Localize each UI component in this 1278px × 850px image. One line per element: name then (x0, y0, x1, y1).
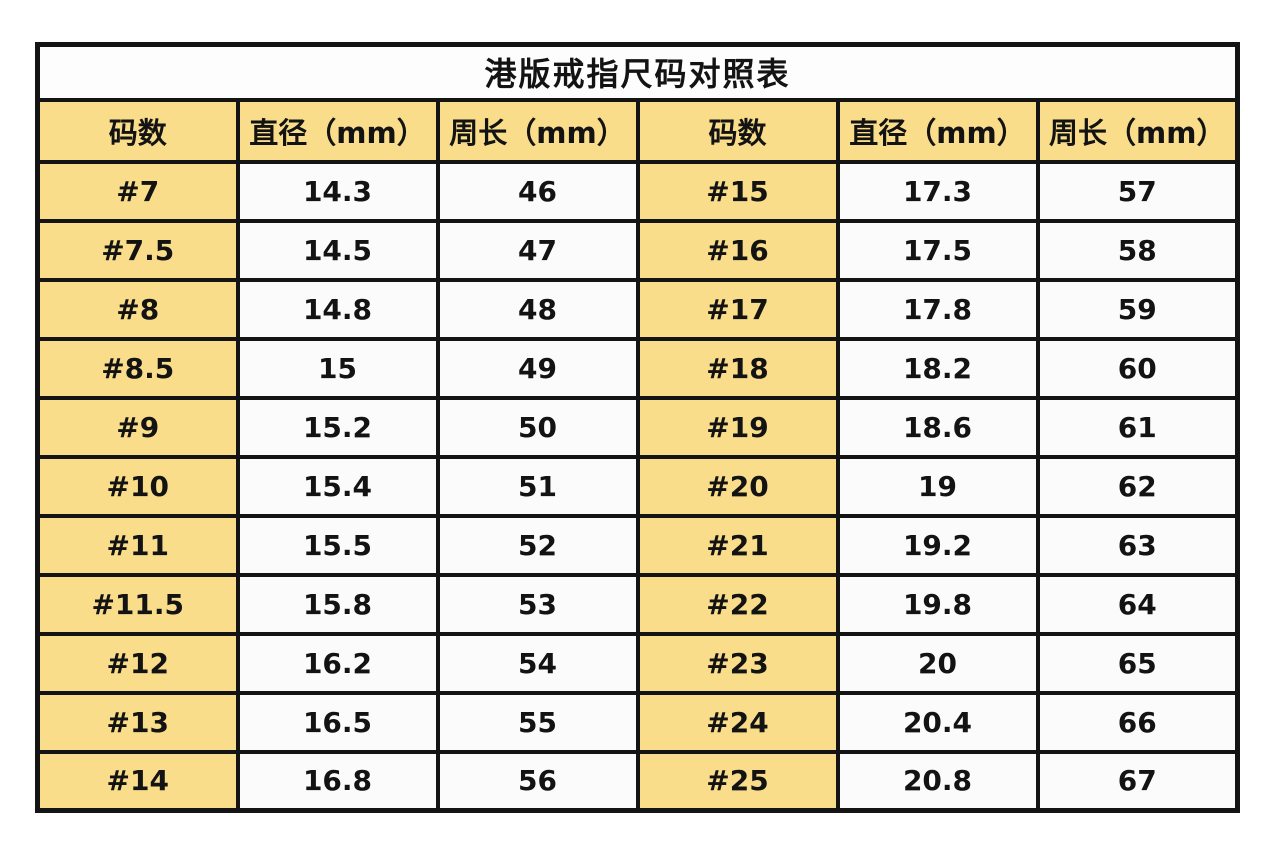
table-row: #8.5 15 49 #18 18.2 60 (35, 336, 1240, 400)
size-cell: #10 (35, 454, 240, 518)
value-cell: 16.2 (235, 631, 440, 695)
table-row: #14 16.8 56 #25 20.8 67 (35, 749, 1240, 813)
value-cell: 19.8 (835, 572, 1040, 636)
table-row: #12 16.2 54 #23 20 65 (35, 631, 1240, 695)
value-cell: 50 (435, 395, 640, 459)
column-header-circumference-left: 周长（mm） (435, 97, 640, 164)
value-cell: 17.3 (835, 159, 1040, 223)
column-header-diameter-right: 直径（mm） (835, 97, 1040, 164)
value-cell: 15.8 (235, 572, 440, 636)
table-row: #13 16.5 55 #24 20.4 66 (35, 690, 1240, 754)
value-cell: 49 (435, 336, 640, 400)
size-cell: #8.5 (35, 336, 240, 400)
size-cell: #7.5 (35, 218, 240, 282)
value-cell: 14.8 (235, 277, 440, 341)
value-cell: 16.8 (235, 749, 440, 813)
size-cell: #19 (635, 395, 840, 459)
column-header-size-left: 码数 (35, 97, 240, 164)
size-cell: #7 (35, 159, 240, 223)
size-cell: #24 (635, 690, 840, 754)
size-cell: #9 (35, 395, 240, 459)
table-row: #10 15.4 51 #20 19 62 (35, 454, 1240, 518)
value-cell: 15.5 (235, 513, 440, 577)
value-cell: 17.8 (835, 277, 1040, 341)
size-cell: #12 (35, 631, 240, 695)
table-header-row: 码数 直径（mm） 周长（mm） 码数 直径（mm） 周长（mm） (35, 97, 1240, 164)
value-cell: 18.6 (835, 395, 1040, 459)
value-cell: 60 (1035, 336, 1240, 400)
table-row: #11 15.5 52 #21 19.2 63 (35, 513, 1240, 577)
column-header-circumference-right: 周长（mm） (1035, 97, 1240, 164)
value-cell: 56 (435, 749, 640, 813)
ring-size-table: 港版戒指尺码对照表 码数 直径（mm） 周长（mm） 码数 直径（mm） 周长（… (35, 42, 1240, 813)
value-cell: 14.5 (235, 218, 440, 282)
size-cell: #18 (635, 336, 840, 400)
size-cell: #14 (35, 749, 240, 813)
value-cell: 19 (835, 454, 1040, 518)
size-cell: #25 (635, 749, 840, 813)
value-cell: 15.4 (235, 454, 440, 518)
value-cell: 65 (1035, 631, 1240, 695)
value-cell: 15.2 (235, 395, 440, 459)
table-row: #9 15.2 50 #19 18.6 61 (35, 395, 1240, 459)
size-cell: #11 (35, 513, 240, 577)
value-cell: 59 (1035, 277, 1240, 341)
size-cell: #21 (635, 513, 840, 577)
value-cell: 58 (1035, 218, 1240, 282)
size-cell: #23 (635, 631, 840, 695)
value-cell: 20.4 (835, 690, 1040, 754)
table-title-row: 港版戒指尺码对照表 (35, 42, 1240, 102)
size-cell: #16 (635, 218, 840, 282)
size-cell: #17 (635, 277, 840, 341)
value-cell: 57 (1035, 159, 1240, 223)
table-head: 港版戒指尺码对照表 码数 直径（mm） 周长（mm） 码数 直径（mm） 周长（… (35, 42, 1240, 164)
size-cell: #22 (635, 572, 840, 636)
value-cell: 55 (435, 690, 640, 754)
table-body: #7 14.3 46 #15 17.3 57 #7.5 14.5 47 #16 17.5 58 #8 14… (35, 159, 1240, 813)
value-cell: 20.8 (835, 749, 1040, 813)
table-title: 港版戒指尺码对照表 (35, 42, 1240, 102)
table-row: #7.5 14.5 47 #16 17.5 58 (35, 218, 1240, 282)
column-header-size-right: 码数 (635, 97, 840, 164)
size-cell: #20 (635, 454, 840, 518)
value-cell: 20 (835, 631, 1040, 695)
value-cell: 54 (435, 631, 640, 695)
value-cell: 53 (435, 572, 640, 636)
size-cell: #8 (35, 277, 240, 341)
value-cell: 61 (1035, 395, 1240, 459)
value-cell: 19.2 (835, 513, 1040, 577)
value-cell: 51 (435, 454, 640, 518)
value-cell: 15 (235, 336, 440, 400)
value-cell: 47 (435, 218, 640, 282)
value-cell: 64 (1035, 572, 1240, 636)
size-cell: #11.5 (35, 572, 240, 636)
value-cell: 62 (1035, 454, 1240, 518)
value-cell: 63 (1035, 513, 1240, 577)
value-cell: 17.5 (835, 218, 1040, 282)
value-cell: 52 (435, 513, 640, 577)
value-cell: 48 (435, 277, 640, 341)
value-cell: 14.3 (235, 159, 440, 223)
table-row: #7 14.3 46 #15 17.3 57 (35, 159, 1240, 223)
value-cell: 46 (435, 159, 640, 223)
column-header-diameter-left: 直径（mm） (235, 97, 440, 164)
value-cell: 18.2 (835, 336, 1040, 400)
value-cell: 16.5 (235, 690, 440, 754)
size-cell: #15 (635, 159, 840, 223)
size-cell: #13 (35, 690, 240, 754)
value-cell: 67 (1035, 749, 1240, 813)
value-cell: 66 (1035, 690, 1240, 754)
table-row: #11.5 15.8 53 #22 19.8 64 (35, 572, 1240, 636)
table-row: #8 14.8 48 #17 17.8 59 (35, 277, 1240, 341)
